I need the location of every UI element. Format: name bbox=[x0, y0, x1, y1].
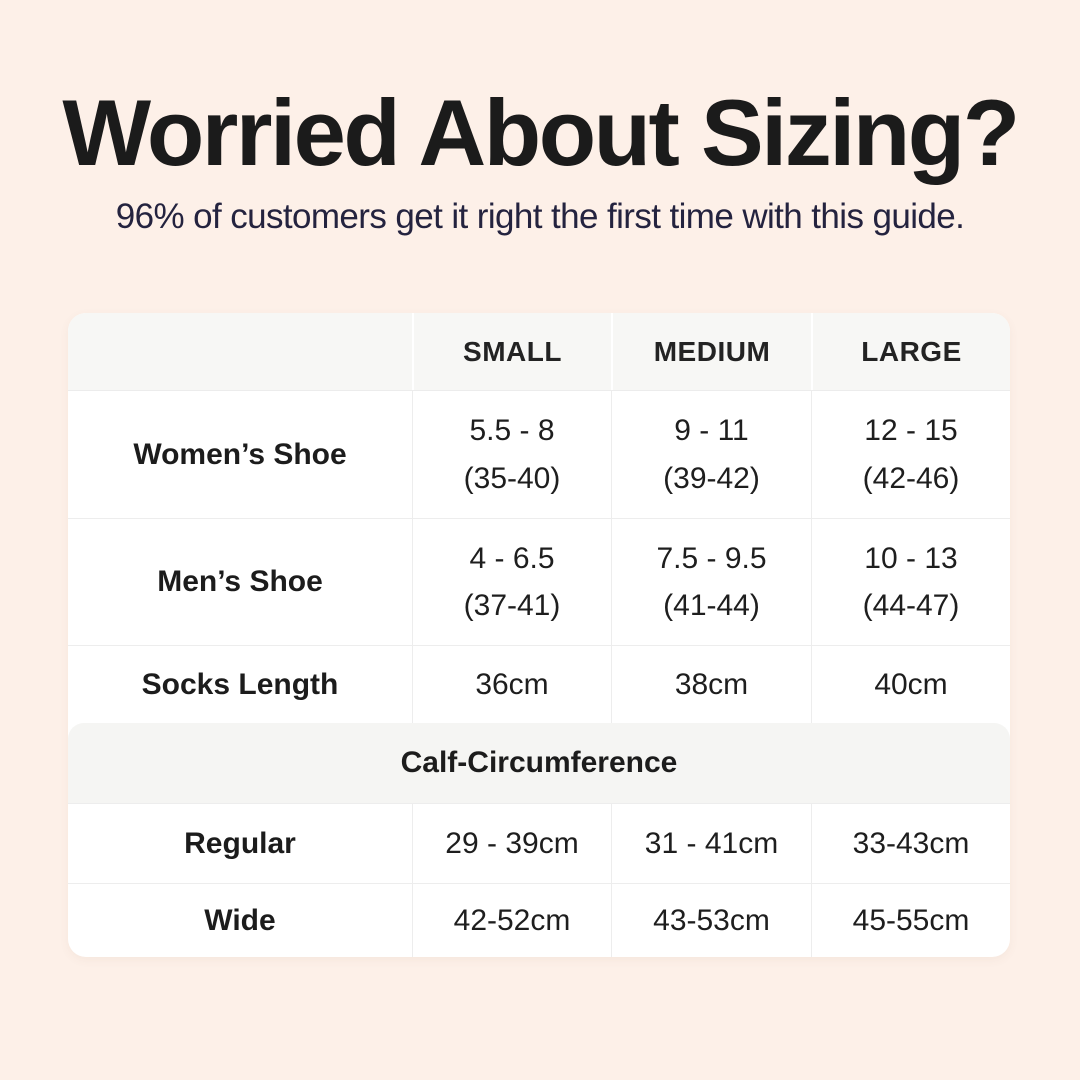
row-label-mens-shoe: Men’s Shoe bbox=[157, 565, 323, 598]
cell-womens-large: 12 - 15 (42-46) bbox=[811, 391, 1010, 518]
cell-main-value: 9 - 11 bbox=[674, 414, 749, 448]
row-label-wide: Wide bbox=[204, 903, 276, 937]
table-row-mens-shoe: Men’s Shoe 4 - 6.5 (37-41) 7.5 - 9.5 (41… bbox=[68, 518, 1010, 645]
cell-wide-small: 42-52cm bbox=[412, 884, 611, 957]
page-subtitle: 96% of customers get it right the first … bbox=[115, 196, 965, 236]
cell-sub-value: (37-41) bbox=[463, 589, 561, 622]
cell-socks-medium: 38cm bbox=[611, 646, 811, 723]
cell-socks-large: 40cm bbox=[811, 646, 1010, 723]
cell-womens-medium: 9 - 11 (39-42) bbox=[611, 391, 811, 518]
cell-main-value: 40cm bbox=[874, 667, 948, 701]
column-header-small: SMALL bbox=[412, 313, 611, 390]
cell-sub-value: (42-46) bbox=[862, 461, 960, 495]
cell-main-value: 10 - 13 bbox=[864, 541, 958, 575]
cell-regular-medium: 31 - 41cm bbox=[611, 804, 811, 883]
row-label-socks-length: Socks Length bbox=[141, 667, 339, 701]
cell-main-value: 29 - 39cm bbox=[445, 826, 579, 860]
cell-main-value: 33-43cm bbox=[852, 826, 970, 860]
cell-sub-value: (41-44) bbox=[663, 589, 760, 622]
table-row-womens-shoe: Women’s Shoe 5.5 - 8 (35-40) 9 - 11 (39-… bbox=[68, 390, 1010, 518]
cell-main-value: 43-53cm bbox=[653, 903, 770, 937]
cell-main-value: 36cm bbox=[475, 667, 549, 701]
cell-sub-value: (35-40) bbox=[463, 461, 561, 495]
cell-main-value: 12 - 15 bbox=[864, 414, 958, 448]
cell-main-value: 5.5 - 8 bbox=[469, 414, 555, 448]
size-chart-table: SMALL MEDIUM LARGE Women’s Shoe 5.5 - 8 … bbox=[68, 313, 1010, 957]
page-title: Worried About Sizing? bbox=[62, 80, 1020, 185]
section-header-label: Calf-Circumference bbox=[400, 746, 678, 779]
table-row-wide: Wide 42-52cm 43-53cm 45-55cm bbox=[68, 883, 1010, 957]
table-header-row: SMALL MEDIUM LARGE bbox=[68, 313, 1010, 390]
cell-mens-small: 4 - 6.5 (37-41) bbox=[412, 519, 611, 645]
cell-sub-value: (44-47) bbox=[862, 589, 960, 622]
cell-main-value: 7.5 - 9.5 bbox=[656, 541, 767, 575]
cell-main-value: 31 - 41cm bbox=[644, 826, 779, 860]
header-empty-cell bbox=[68, 313, 412, 390]
cell-mens-medium: 7.5 - 9.5 (41-44) bbox=[611, 519, 811, 645]
column-header-medium: MEDIUM bbox=[611, 313, 811, 390]
cell-socks-small: 36cm bbox=[412, 646, 611, 723]
cell-main-value: 45-55cm bbox=[852, 903, 970, 937]
cell-regular-small: 29 - 39cm bbox=[412, 804, 611, 883]
row-label-womens-shoe: Women’s Shoe bbox=[133, 437, 347, 471]
cell-womens-small: 5.5 - 8 (35-40) bbox=[412, 391, 611, 518]
section-header-calf-circumference: Calf-Circumference bbox=[68, 723, 1010, 803]
cell-wide-large: 45-55cm bbox=[811, 884, 1010, 957]
column-header-large: LARGE bbox=[811, 313, 1010, 390]
cell-main-value: 38cm bbox=[674, 667, 749, 701]
cell-main-value: 4 - 6.5 bbox=[469, 541, 555, 575]
cell-wide-medium: 43-53cm bbox=[611, 884, 811, 957]
cell-main-value: 42-52cm bbox=[453, 903, 571, 937]
hero-section: Worried About Sizing? 96% of customers g… bbox=[0, 0, 1080, 237]
cell-sub-value: (39-42) bbox=[663, 461, 760, 495]
table-row-regular: Regular 29 - 39cm 31 - 41cm 33-43cm bbox=[68, 803, 1010, 883]
row-label-regular: Regular bbox=[184, 826, 296, 860]
cell-regular-large: 33-43cm bbox=[811, 804, 1010, 883]
cell-mens-large: 10 - 13 (44-47) bbox=[811, 519, 1010, 645]
table-row-socks-length: Socks Length 36cm 38cm 40cm bbox=[68, 645, 1010, 723]
